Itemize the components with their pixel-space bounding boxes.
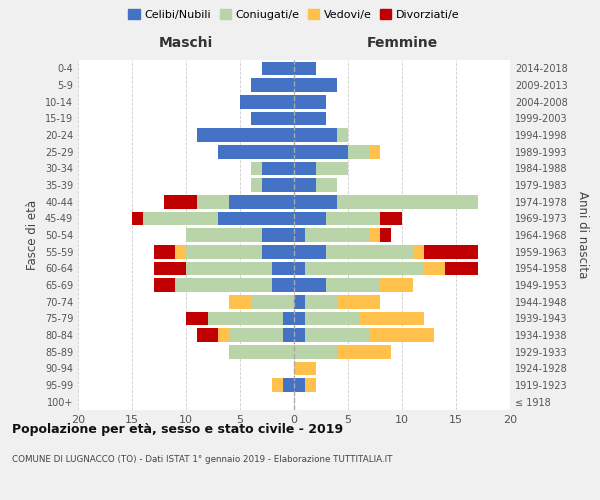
Bar xyxy=(359,312,424,325)
Bar xyxy=(294,345,337,358)
Bar xyxy=(283,378,294,392)
Bar xyxy=(294,312,305,325)
Bar xyxy=(186,228,262,242)
Bar xyxy=(305,378,316,392)
Bar xyxy=(197,328,218,342)
Text: Maschi: Maschi xyxy=(159,36,213,50)
Bar xyxy=(326,212,380,225)
Bar xyxy=(337,295,380,308)
Bar xyxy=(326,245,413,258)
Bar xyxy=(262,245,294,258)
Bar xyxy=(294,378,305,392)
Bar xyxy=(316,162,348,175)
Bar xyxy=(262,228,294,242)
Y-axis label: Anni di nascita: Anni di nascita xyxy=(576,192,589,278)
Bar xyxy=(294,145,348,158)
Bar xyxy=(316,178,337,192)
Bar xyxy=(175,278,272,292)
Bar xyxy=(337,345,391,358)
Bar xyxy=(218,328,229,342)
Y-axis label: Fasce di età: Fasce di età xyxy=(26,200,39,270)
Bar xyxy=(305,312,359,325)
Bar xyxy=(132,212,143,225)
Bar xyxy=(218,145,294,158)
Bar xyxy=(186,312,208,325)
Bar xyxy=(413,245,424,258)
Bar xyxy=(294,178,316,192)
Bar xyxy=(272,278,294,292)
Bar xyxy=(154,245,175,258)
Bar xyxy=(229,328,283,342)
Bar xyxy=(380,212,402,225)
Bar xyxy=(294,78,337,92)
Bar xyxy=(294,128,337,142)
Bar xyxy=(337,128,348,142)
Bar xyxy=(262,62,294,75)
Bar xyxy=(229,345,294,358)
Bar xyxy=(294,162,316,175)
Bar xyxy=(251,78,294,92)
Bar xyxy=(197,128,294,142)
Bar xyxy=(197,195,229,208)
Bar xyxy=(294,95,326,108)
Bar xyxy=(294,278,326,292)
Bar xyxy=(424,262,445,275)
Text: Femmine: Femmine xyxy=(367,36,437,50)
Bar xyxy=(272,262,294,275)
Bar xyxy=(445,262,478,275)
Text: Popolazione per età, sesso e stato civile - 2019: Popolazione per età, sesso e stato civil… xyxy=(12,422,343,436)
Bar xyxy=(229,195,294,208)
Bar xyxy=(326,278,380,292)
Legend: Celibi/Nubili, Coniugati/e, Vedovi/e, Divorziati/e: Celibi/Nubili, Coniugati/e, Vedovi/e, Di… xyxy=(125,6,463,23)
Bar xyxy=(229,295,251,308)
Bar xyxy=(272,378,283,392)
Bar xyxy=(305,262,424,275)
Bar xyxy=(154,262,186,275)
Bar xyxy=(294,228,305,242)
Bar xyxy=(186,262,272,275)
Bar xyxy=(251,112,294,125)
Bar xyxy=(262,162,294,175)
Bar xyxy=(175,245,186,258)
Bar xyxy=(251,162,262,175)
Bar xyxy=(294,262,305,275)
Bar xyxy=(294,212,326,225)
Bar xyxy=(262,178,294,192)
Bar xyxy=(251,178,262,192)
Bar xyxy=(424,245,478,258)
Bar xyxy=(294,328,305,342)
Bar xyxy=(283,328,294,342)
Bar xyxy=(370,145,380,158)
Bar xyxy=(154,278,175,292)
Bar xyxy=(337,195,478,208)
Bar xyxy=(305,295,337,308)
Text: COMUNE DI LUGNACCO (TO) - Dati ISTAT 1° gennaio 2019 - Elaborazione TUTTITALIA.I: COMUNE DI LUGNACCO (TO) - Dati ISTAT 1° … xyxy=(12,455,392,464)
Bar xyxy=(294,245,326,258)
Bar xyxy=(294,112,326,125)
Bar xyxy=(143,212,218,225)
Bar xyxy=(294,362,316,375)
Bar xyxy=(251,295,294,308)
Bar xyxy=(370,328,434,342)
Bar xyxy=(283,312,294,325)
Bar xyxy=(380,228,391,242)
Bar xyxy=(294,62,316,75)
Bar xyxy=(218,212,294,225)
Bar xyxy=(294,295,305,308)
Bar xyxy=(208,312,283,325)
Bar xyxy=(305,228,370,242)
Bar xyxy=(164,195,197,208)
Bar xyxy=(348,145,370,158)
Bar xyxy=(380,278,413,292)
Bar xyxy=(294,195,337,208)
Bar xyxy=(240,95,294,108)
Bar xyxy=(305,328,370,342)
Bar xyxy=(370,228,380,242)
Bar xyxy=(186,245,262,258)
